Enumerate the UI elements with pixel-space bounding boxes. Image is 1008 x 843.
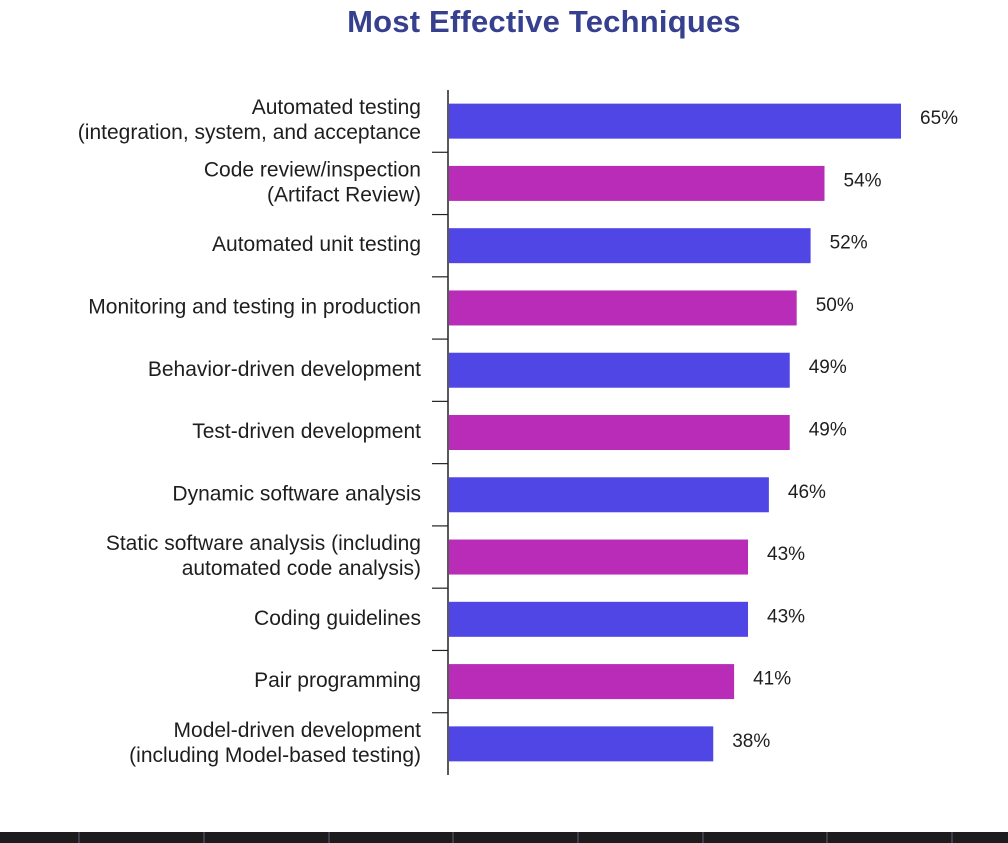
value-label: 41% — [753, 669, 791, 690]
category-label: Coding guidelines — [254, 607, 421, 630]
bar — [449, 290, 797, 326]
category-label: Dynamic software analysis — [172, 482, 421, 505]
bar — [449, 477, 769, 513]
strip-divider — [328, 832, 330, 843]
category-label: (integration, system, and acceptance — [78, 121, 421, 144]
category-label: Automated unit testing — [212, 233, 421, 256]
value-label: 50% — [816, 295, 854, 316]
value-label: 52% — [830, 233, 868, 254]
category-label: (including Model-based testing) — [129, 744, 421, 767]
bar — [449, 539, 749, 575]
bar — [449, 664, 735, 700]
bar — [449, 601, 749, 637]
category-label: Static software analysis (including — [106, 532, 421, 555]
bar — [449, 103, 901, 139]
bar — [449, 415, 790, 450]
value-label: 54% — [844, 170, 882, 191]
category-label: Code review/inspection — [204, 158, 421, 181]
value-label: 49% — [809, 420, 847, 441]
strip-divider — [78, 832, 80, 843]
value-label: 46% — [788, 482, 826, 503]
taskbar-strip — [0, 832, 1008, 843]
strip-divider — [826, 832, 828, 843]
strip-divider — [577, 832, 579, 843]
strip-divider — [203, 832, 205, 843]
strip-divider — [951, 832, 953, 843]
value-label: 43% — [767, 544, 805, 565]
value-label: 65% — [920, 108, 958, 129]
category-label: Test-driven development — [192, 420, 421, 443]
category-label: (Artifact Review) — [267, 183, 421, 206]
value-label: 38% — [732, 731, 770, 752]
value-label: 49% — [809, 357, 847, 378]
bar — [449, 165, 825, 201]
chart-title: Most Effective Techniques — [347, 4, 741, 39]
bar — [449, 726, 714, 762]
category-label: Behavior-driven development — [148, 358, 421, 381]
category-label: automated code analysis) — [182, 557, 421, 580]
category-label: Monitoring and testing in production — [88, 296, 421, 319]
category-label: Pair programming — [254, 669, 421, 692]
category-label: Automated testing — [252, 96, 421, 119]
strip-divider — [702, 832, 704, 843]
bar — [449, 228, 811, 264]
strip-divider — [452, 832, 454, 843]
value-label: 43% — [767, 606, 805, 627]
category-label: Model-driven development — [174, 719, 422, 742]
bar — [449, 352, 790, 388]
